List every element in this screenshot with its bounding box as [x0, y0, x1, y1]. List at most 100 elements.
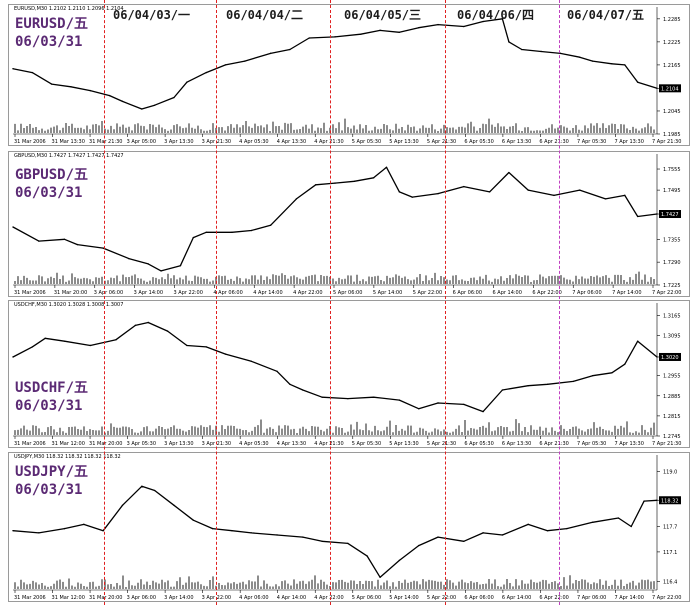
usdchf-y-tick-label: 1.2745: [663, 434, 681, 440]
eurusd-plot: 1.2285 1.2225 1.2165 1.2104 1.2045 1.1985 31 M…: [12, 7, 681, 145]
usdchf-x-tick-label: 3 Apr 05:30: [127, 441, 156, 447]
gbpusd-price-point: [250, 229, 252, 232]
usdjpy-x-tick-label: 5 Apr 06:00: [352, 595, 381, 601]
gbpusd-overlay-symbol: GBPUSD/五: [15, 167, 89, 183]
usdchf-price-point: [147, 321, 149, 324]
day-label-1: 06/04/03/一: [113, 8, 191, 22]
eurusd-price-point: [224, 64, 227, 66]
eurusd-y-tick-label: 1.2045: [663, 109, 681, 115]
usdchf-x-tick-label: 5 Apr 05:30: [352, 441, 381, 447]
gbpusd-price-point: [334, 182, 336, 184]
usdchf-price-point: [347, 397, 349, 400]
eurusd-price-point: [289, 48, 291, 51]
gbpusd-y-tick-label: 1.7355: [663, 237, 681, 243]
usdchf-y-tick-label: 1.3095: [663, 333, 681, 339]
eurusd-x-tick-label: 3 Apr 13:30: [164, 139, 193, 145]
gbpusd-x-tick-label: 31 Mar 2006: [14, 290, 46, 296]
usdchf-x-tick-label: 7 Apr 05:30: [577, 441, 606, 447]
eurusd-x-tick-label: 31 Mar 21:30: [89, 139, 122, 145]
usdjpy-x-tick-label: 4 Apr 14:00: [277, 595, 306, 601]
eurusd-price-point: [31, 71, 34, 74]
usdchf-x-tick-label: 4 Apr 21:30: [314, 441, 343, 447]
eurusd-price-point: [437, 23, 439, 26]
eurusd-overlay-symbol: EURUSD/五: [15, 16, 89, 32]
gbpusd-price-point: [147, 263, 149, 265]
usdjpy-price-point: [250, 532, 252, 534]
gbpusd-overlay-label: GBPUSD/五 06/03/31: [15, 166, 88, 202]
gbpusd-price-point: [76, 243, 79, 246]
usdjpy-price-point: [302, 536, 304, 538]
usdchf-price-point: [63, 340, 66, 342]
gbpusd-price-point: [295, 198, 298, 200]
eurusd-price-point: [244, 60, 246, 62]
gbpusd-price-point: [372, 177, 375, 179]
eurusd-x-tick-label: 7 Apr 21:30: [652, 139, 681, 145]
day-separator-line: [330, 0, 331, 605]
eurusd-current-price-tag: 1.2104: [659, 84, 681, 93]
usdjpy-x-tick-label: 4 Apr 22:00: [314, 595, 343, 601]
eurusd-price-point: [70, 86, 72, 88]
usdjpy-x-tick-label: 4 Apr 06:00: [239, 595, 268, 601]
usdchf-price-point: [546, 383, 549, 385]
eurusd-price-point: [611, 63, 613, 65]
usdchf-current-price-box: [659, 352, 681, 361]
usdjpy-x-tick-label: 7 Apr 14:00: [614, 595, 643, 601]
usdchf-price-point: [321, 396, 323, 398]
gbpusd-price-point: [128, 257, 130, 260]
usdchf-overlay-symbol: USDCHF/五: [15, 380, 89, 396]
eurusd-price-point: [418, 26, 420, 29]
day-separator-line: [216, 0, 217, 605]
usdjpy-price-point: [83, 523, 85, 526]
usdjpy-overlay-symbol: USDJPY/五: [15, 464, 89, 480]
usdjpy-price-point: [231, 530, 233, 532]
usdjpy-price-point: [527, 523, 529, 526]
eurusd-price-point: [334, 36, 336, 38]
usdjpy-price-point: [102, 530, 104, 532]
usdchf-x-tick-label: 6 Apr 13:30: [502, 441, 531, 447]
usdchf-price-point: [437, 402, 439, 404]
usdchf-price-point: [372, 396, 375, 398]
usdchf-price-point: [250, 360, 252, 362]
eurusd-y-tick-label: 1.2165: [663, 63, 681, 69]
eurusd-x-tick-label: 6 Apr 05:30: [464, 139, 493, 145]
usdjpy-x-tick-label: 6 Apr 22:00: [539, 595, 568, 601]
gbpusd-price-point: [179, 264, 182, 267]
eurusd-x-tick-label: 6 Apr 13:30: [502, 139, 531, 145]
usdchf-y-tick-label: 1.2885: [663, 394, 681, 400]
usdjpy-price-point: [546, 530, 549, 532]
gbpusd-x-tick-label: 6 Apr 06:00: [453, 290, 482, 296]
eurusd-price-point: [108, 94, 111, 97]
eurusd-price-point: [186, 81, 188, 83]
usdjpy-x-tick-label: 31 Mar 20:00: [89, 595, 122, 601]
eurusd-price-point: [308, 37, 310, 39]
eurusd-price-point: [463, 25, 465, 28]
gbpusd-y-tick-label: 1.7555: [663, 167, 681, 173]
usdchf-overlay-label: USDCHF/五 06/03/31: [15, 379, 88, 415]
usdchf-x-tick-label: 4 Apr 05:30: [239, 441, 268, 447]
usdjpy-price-point: [418, 544, 420, 547]
usdchf-x-tick-label: 5 Apr 21:30: [427, 441, 456, 447]
usdjpy-price-point: [276, 534, 278, 536]
usdchf-price-point: [482, 410, 484, 413]
gbpusd-x-tick-label: 4 Apr 06:00: [213, 290, 242, 296]
gbpusd-price-point: [102, 247, 104, 249]
usdjpy-price-point: [321, 540, 323, 543]
usdchf-overlay-date: 06/03/31: [15, 398, 83, 414]
gbpusd-price-point: [63, 238, 66, 241]
eurusd-price-point: [50, 83, 53, 85]
gbpusd-x-tick-label: 3 Apr 22:00: [174, 290, 203, 296]
usdchf-price-point: [572, 380, 574, 383]
gbpusd-overlay-date: 06/03/31: [15, 185, 83, 201]
usdchf-x-tick-label: 6 Apr 21:30: [539, 441, 568, 447]
gbpusd-price-point: [385, 166, 388, 168]
usdjpy-x-tick-label: 31 Mar 12:00: [52, 595, 85, 601]
usdchf-chart-panel: USDCHF,M30 1.3020 1.3028 1.3008 1.3007 1…: [8, 300, 690, 448]
usdchf-x-tick-label: 4 Apr 13:30: [277, 441, 306, 447]
usdjpy-x-tick-label: 7 Apr 06:00: [577, 595, 606, 601]
usdjpy-x-tick-label: 3 Apr 14:00: [164, 595, 193, 601]
eurusd-y-tick-label: 1.1985: [663, 132, 681, 138]
eurusd-price-point: [591, 60, 594, 62]
eurusd-x-tick-label: 3 Apr 05:00: [127, 139, 156, 145]
eurusd-chart-panel: EURUSD,M30 1.2102 1.2110 1.2096 1.2104 1…: [8, 4, 690, 146]
eurusd-price-point: [521, 48, 523, 51]
